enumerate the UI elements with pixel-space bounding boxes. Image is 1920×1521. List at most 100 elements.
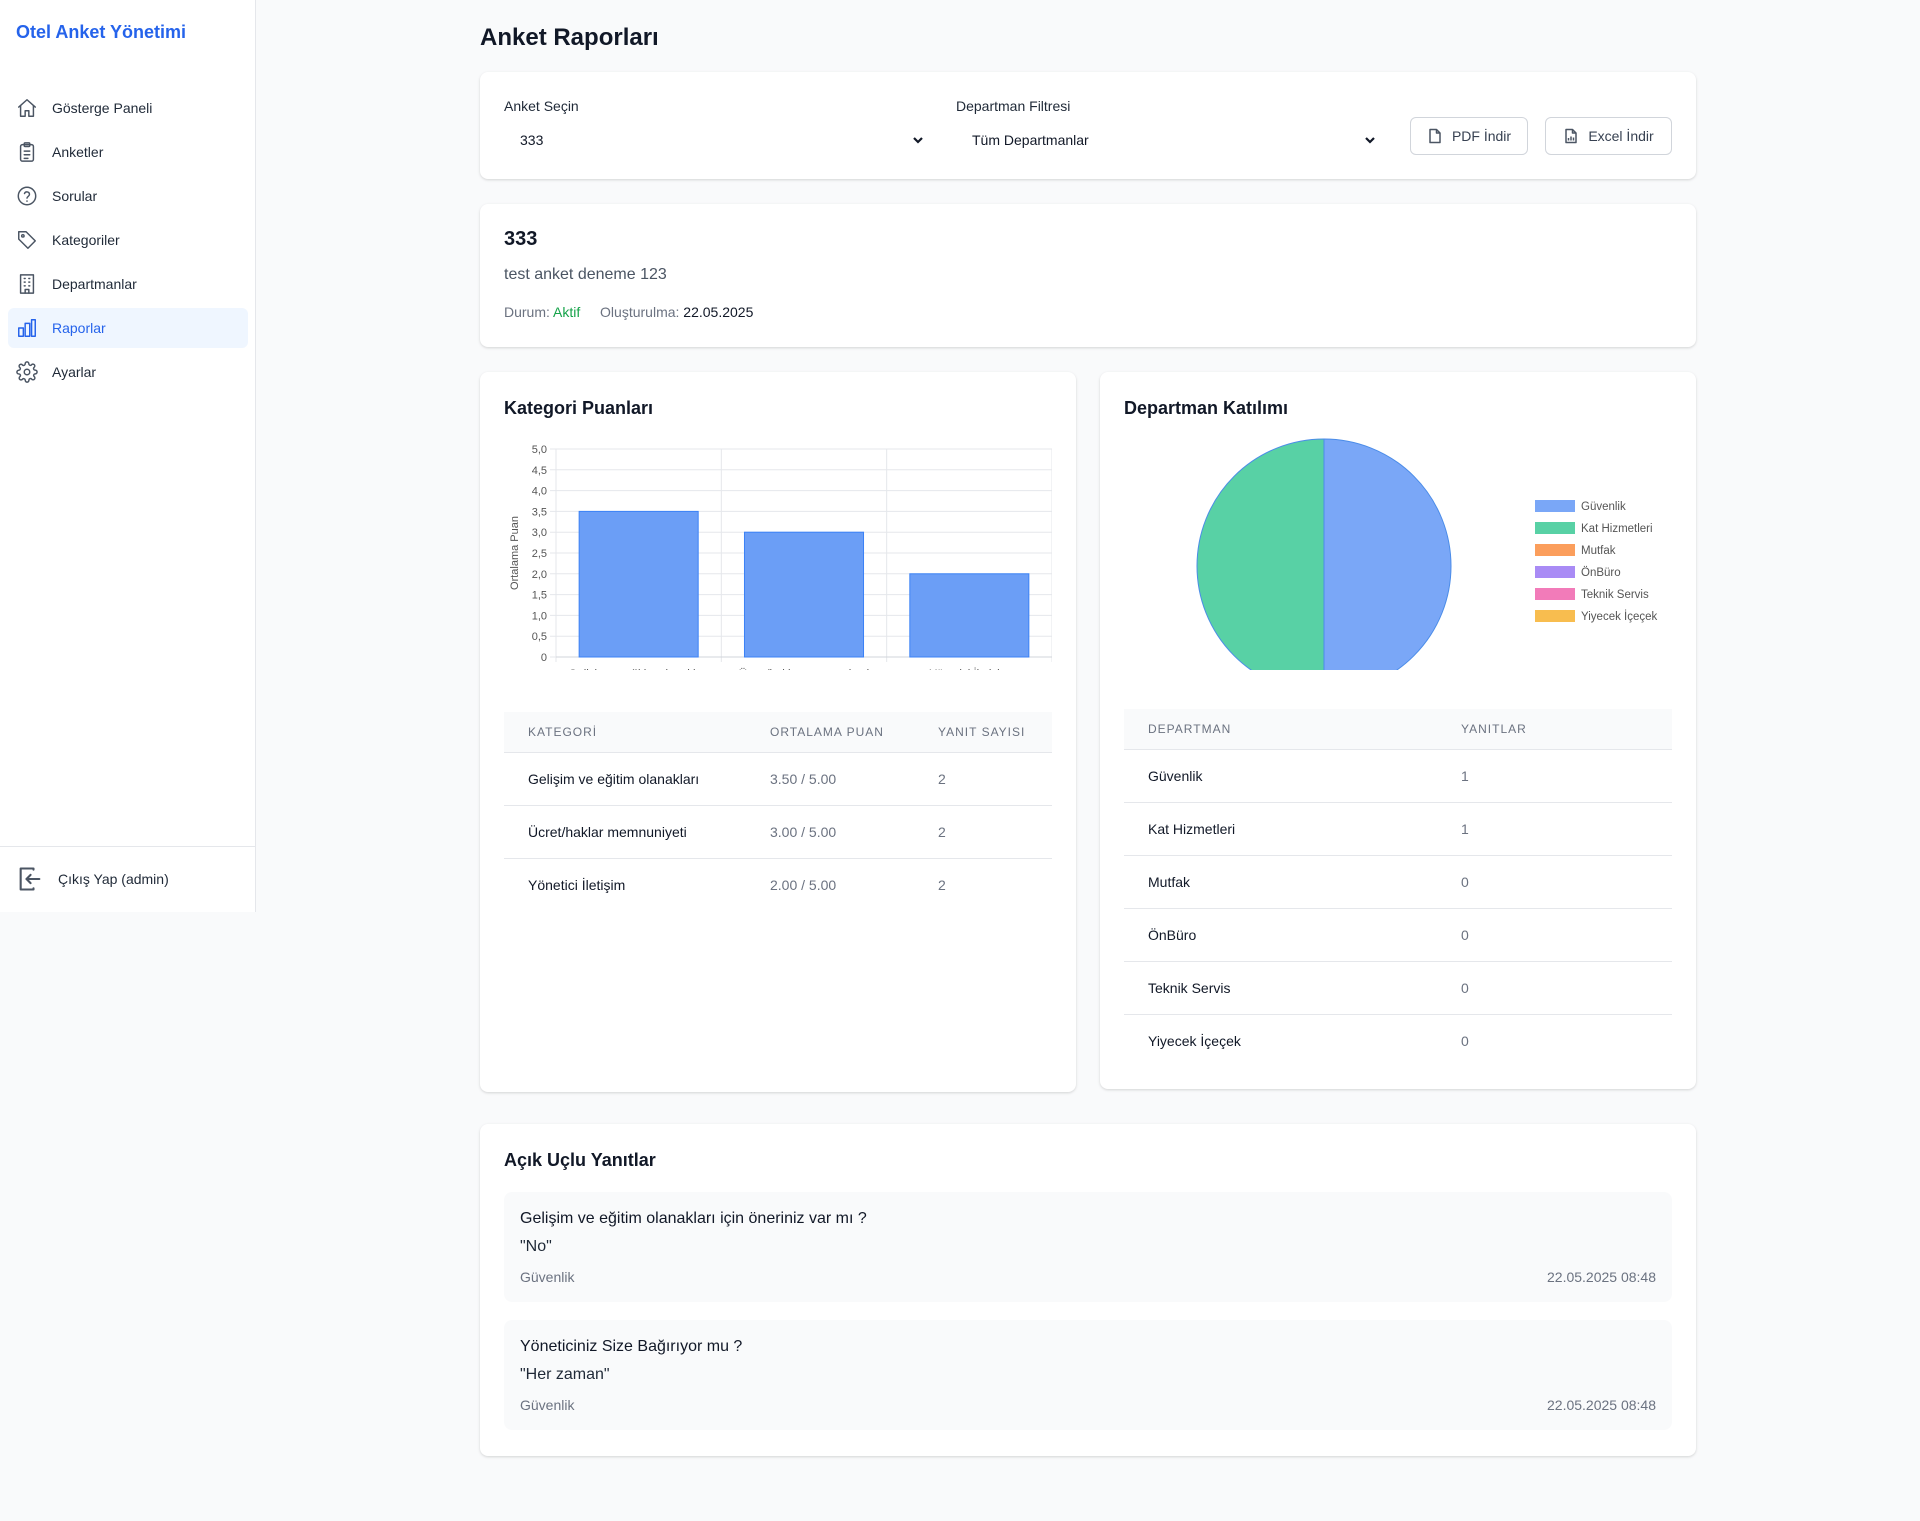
legend-label[interactable]: Yiyecek İçeçek (1581, 610, 1658, 623)
sidebar-item-reports[interactable]: Raporlar (8, 308, 248, 348)
legend-label[interactable]: Mutfak (1581, 545, 1616, 557)
y-axis-label: Ortalama Puan (509, 516, 521, 590)
department-responses: 0 (1437, 854, 1672, 908)
created-date: 22.05.2025 (683, 304, 754, 320)
department-responses: 1 (1437, 748, 1672, 802)
table-row: Ücret/haklar memnuniyeti 3.00 / 5.00 2 (504, 804, 1052, 858)
y-tick-label: 5,0 (532, 444, 547, 456)
open-responses-card: Açık Uçlu Yanıtlar Gelişim ve eğitim ola… (480, 1124, 1696, 1456)
x-tick-label: Gelişim ve eğitim olanakları (568, 669, 709, 670)
legend-swatch (1535, 522, 1575, 534)
bar[interactable] (578, 510, 699, 658)
page-title: Anket Raporları (480, 24, 659, 51)
created-label: Oluşturulma: (600, 304, 680, 320)
chevron-down-icon (1365, 137, 1375, 144)
category-count: 2 (914, 751, 1052, 805)
sidebar-divider (0, 846, 256, 847)
question-circle-icon (17, 186, 37, 206)
department-responses: 0 (1437, 1013, 1672, 1067)
survey-select-value: 333 (520, 132, 544, 148)
department-filter-label: Departman Filtresi (956, 98, 1071, 114)
survey-select-label: Anket Seçin (504, 98, 579, 114)
pdf-download-button[interactable]: PDF İndir (1410, 117, 1528, 155)
bar-chart-icon (18, 319, 36, 337)
legend-swatch (1535, 610, 1575, 622)
legend-label[interactable]: Kat Hizmetleri (1581, 523, 1653, 535)
y-tick-label: 3,0 (532, 527, 547, 539)
sidebar-item-surveys[interactable]: Anketler (8, 132, 248, 172)
response-item: Gelişim ve eğitim olanakları için önerin… (504, 1192, 1672, 1302)
response-item: Yöneticiniz Size Bağırıyor mu ? "Her zam… (504, 1320, 1672, 1430)
sidebar-item-label: Gösterge Paneli (52, 100, 153, 116)
department-name: Mutfak (1124, 854, 1437, 908)
sidebar-item-categories[interactable]: Kategoriler (8, 220, 248, 260)
category-name: Ücret/haklar memnuniyeti (504, 804, 746, 858)
response-department: Güvenlik (520, 1269, 575, 1285)
sidebar-item-questions[interactable]: Sorular (8, 176, 248, 216)
logout-icon (19, 867, 41, 891)
app-title[interactable]: Otel Anket Yönetimi (16, 22, 187, 42)
response-answer: "No" (520, 1238, 552, 1255)
status-badge: Aktif (553, 304, 581, 320)
department-responses: 0 (1437, 960, 1672, 1014)
sidebar-item-label: Kategoriler (52, 232, 120, 248)
table-row: ÖnBüro 0 (1124, 907, 1672, 961)
excel-download-button[interactable]: Excel İndir (1545, 117, 1672, 155)
y-tick-label: 0,5 (532, 631, 547, 643)
y-tick-label: 1,5 (532, 590, 547, 602)
category-count: 2 (914, 804, 1052, 858)
sidebar: Otel Anket Yönetimi Gösterge Paneli Anke… (0, 0, 256, 912)
survey-select[interactable]: 333 (504, 120, 940, 160)
department-filter-select[interactable]: Tüm Departmanlar (956, 120, 1392, 160)
category-table: KATEGORİ ORTALAMA PUAN YANIT SAYISI Geli… (504, 712, 1052, 911)
department-table: DEPARTMAN YANITLAR Güvenlik 1 Kat Hizmetl… (1124, 709, 1672, 1067)
sidebar-item-departments[interactable]: Departmanlar (8, 264, 248, 304)
logout-button[interactable]: Çıkış Yap (admin) (16, 864, 169, 894)
sidebar-item-settings[interactable]: Ayarlar (8, 352, 248, 392)
bar[interactable] (909, 573, 1030, 658)
table-row: Güvenlik 1 (1124, 748, 1672, 802)
col-header: YANITLAR (1437, 709, 1672, 749)
x-tick-label: Ücret/haklar memnuniyeti (739, 669, 869, 670)
pie-slice[interactable] (1323, 438, 1452, 670)
filter-card: Anket Seçin 333 Departman Filtresi Tüm D… (480, 72, 1696, 179)
sidebar-item-dashboard[interactable]: Gösterge Paneli (8, 88, 248, 128)
department-name: Teknik Servis (1124, 960, 1437, 1014)
department-participation-title: Departman Katılımı (1124, 398, 1289, 418)
legend-label[interactable]: ÖnBüro (1581, 567, 1621, 579)
category-count: 2 (914, 857, 1052, 911)
pie-slice[interactable] (1196, 438, 1325, 670)
department-name: ÖnBüro (1124, 907, 1437, 961)
gear-icon (16, 361, 38, 383)
sidebar-item-label: Anketler (52, 144, 104, 160)
department-participation-card: Departman Katılımı Güvenlik Kat Hizmetler… (1100, 372, 1696, 1089)
status-label: Durum: (504, 304, 550, 320)
sidebar-nav: Gösterge Paneli Anketler Sorular Kategor… (8, 88, 248, 396)
chevron-down-icon (913, 137, 923, 144)
legend-swatch (1535, 566, 1575, 578)
legend-swatch (1535, 588, 1575, 600)
open-responses-title: Açık Uçlu Yanıtlar (504, 1150, 656, 1170)
sidebar-item-label: Ayarlar (52, 364, 97, 380)
table-row: Kat Hizmetleri 1 (1124, 801, 1672, 855)
sidebar-item-label: Sorular (52, 188, 98, 204)
category-score: 2.00 / 5.00 (746, 857, 914, 911)
legend-label[interactable]: Teknik Servis (1581, 589, 1649, 601)
category-score: 3.00 / 5.00 (746, 804, 914, 858)
department-pie-chart: Güvenlik Kat Hizmetleri Mutfak ÖnBüro Teknik… (1196, 438, 1658, 670)
y-tick-label: 4,0 (532, 486, 547, 498)
category-name: Yönetici İletişim (504, 857, 746, 911)
excel-download-label: Excel İndir (1588, 128, 1654, 144)
bar[interactable] (743, 531, 865, 658)
table-row: Teknik Servis 0 (1124, 960, 1672, 1014)
logout-label: Çıkış Yap (admin) (58, 871, 169, 887)
table-header-row: DEPARTMAN YANITLAR (1124, 709, 1672, 749)
legend-label[interactable]: Güvenlik (1581, 501, 1626, 513)
category-bar-chart: 0 0,5 1,0 1,5 2,0 2,5 3,0 3,5 4,0 4,5 5,0 Gelişim v… (509, 444, 1052, 670)
category-score: 3.50 / 5.00 (746, 751, 914, 805)
y-tick-label: 0 (541, 652, 547, 664)
sidebar-item-label: Departmanlar (52, 276, 137, 292)
category-name: Gelişim ve eğitim olanakları (504, 751, 746, 805)
clipboard-icon (19, 142, 35, 162)
spreadsheet-icon (1565, 128, 1578, 144)
